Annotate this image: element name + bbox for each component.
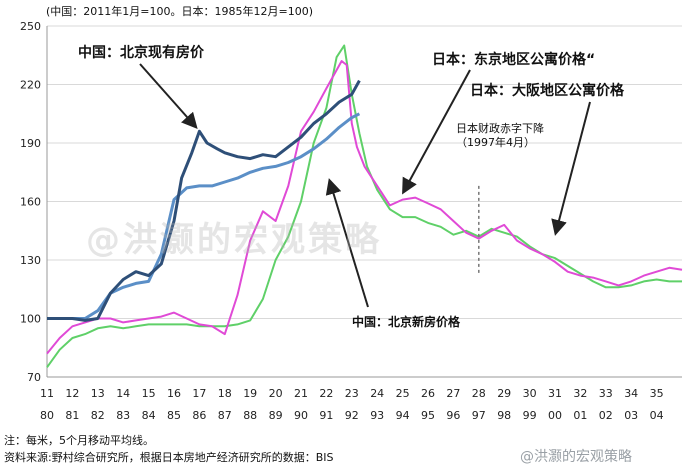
arrow-japan-tokyo bbox=[402, 69, 471, 195]
x-tick-label-bottom: 00 bbox=[548, 409, 562, 422]
x-tick-label-bottom: 89 bbox=[269, 409, 283, 422]
y-tick-label: 70 bbox=[27, 371, 41, 384]
y-tick-label: 190 bbox=[20, 137, 41, 150]
x-tick-label-bottom: 90 bbox=[294, 409, 308, 422]
y-tick-label: 100 bbox=[20, 313, 41, 326]
series-lines bbox=[46, 44, 683, 368]
x-tick-label-top: 31 bbox=[548, 387, 562, 400]
watermark-corner: @洪灏的宏观策略 bbox=[520, 449, 632, 465]
annotation-arrows bbox=[139, 63, 591, 308]
x-tick-label-bottom: 86 bbox=[192, 409, 206, 422]
watermark-center: @洪灏的宏观策略 bbox=[86, 220, 382, 260]
x-tick-label-top: 22 bbox=[319, 387, 333, 400]
label-japan-osaka: 日本：大阪地区公寓价格 bbox=[470, 83, 624, 99]
unit-note: (中国：2011年1月=100。日本：1985年12月=100) bbox=[46, 5, 313, 18]
label-china-existing: 中国：北京现有房价 bbox=[78, 45, 204, 61]
x-tick-label-top: 20 bbox=[269, 387, 283, 400]
x-axis: 11 80 12 81 13 82 14 83 15 84 16 85 17 86 18 87 19 88 20 89… bbox=[40, 387, 664, 422]
footnote: 注：每米，5个月移动平均线。 bbox=[4, 434, 154, 447]
x-tick-label-bottom: 87 bbox=[218, 409, 232, 422]
x-tick-label-bottom: 98 bbox=[497, 409, 511, 422]
series-china-existing bbox=[47, 79, 361, 322]
source-note: 资料来源:野村综合研究所，根据日本房地产经济研究所的数据：BIS bbox=[4, 451, 334, 464]
x-tick-label-top: 29 bbox=[497, 387, 511, 400]
x-tick-label-top: 18 bbox=[218, 387, 232, 400]
x-tick-label-bottom: 81 bbox=[65, 409, 79, 422]
x-tick-label-top: 23 bbox=[345, 387, 359, 400]
x-tick-label-bottom: 02 bbox=[599, 409, 613, 422]
x-tick-label-bottom: 80 bbox=[40, 409, 54, 422]
x-tick-label-top: 21 bbox=[294, 387, 308, 400]
x-tick-label-top: 33 bbox=[599, 387, 613, 400]
x-tick-label-top: 26 bbox=[421, 387, 435, 400]
x-tick-label-top: 14 bbox=[116, 387, 130, 400]
series-japan-osaka bbox=[46, 44, 682, 368]
x-tick-label-bottom: 94 bbox=[396, 409, 410, 422]
x-tick-label-bottom: 95 bbox=[421, 409, 435, 422]
x-tick-label-top: 19 bbox=[243, 387, 257, 400]
x-tick-label-top: 13 bbox=[91, 387, 105, 400]
y-tick-label: 220 bbox=[20, 79, 41, 92]
x-tick-label-bottom: 04 bbox=[650, 409, 664, 422]
x-tick-label-bottom: 82 bbox=[91, 409, 105, 422]
x-tick-label-top: 35 bbox=[650, 387, 664, 400]
arrow-japan-osaka bbox=[551, 101, 591, 236]
label-china-new: 中国：北京新房价格 bbox=[352, 315, 461, 329]
x-tick-label-top: 30 bbox=[523, 387, 537, 400]
x-tick-label-top: 34 bbox=[624, 387, 638, 400]
x-tick-label-bottom: 01 bbox=[573, 409, 587, 422]
y-axis: 70 100 130 160 190 220 250 bbox=[20, 20, 41, 384]
y-tick-label: 160 bbox=[20, 196, 41, 209]
x-tick-label-top: 25 bbox=[396, 387, 410, 400]
series-japan-tokyo bbox=[46, 60, 683, 355]
arrow-china-new bbox=[325, 178, 369, 308]
label-fiscal-deficit: 日本财政赤字下降（1997年4月） bbox=[456, 122, 544, 149]
x-tick-label-top: 16 bbox=[167, 387, 181, 400]
y-tick-label: 130 bbox=[20, 254, 41, 267]
x-tick-label-bottom: 85 bbox=[167, 409, 181, 422]
x-tick-label-bottom: 91 bbox=[319, 409, 333, 422]
x-tick-label-bottom: 99 bbox=[523, 409, 537, 422]
label-japan-tokyo: 日本：东京地区公寓价格“ bbox=[432, 52, 596, 68]
x-tick-label-bottom: 92 bbox=[345, 409, 359, 422]
x-tick-label-top: 12 bbox=[65, 387, 79, 400]
grid bbox=[46, 25, 682, 378]
x-tick-label-bottom: 96 bbox=[446, 409, 460, 422]
x-tick-label-bottom: 88 bbox=[243, 409, 257, 422]
x-tick-label-bottom: 83 bbox=[116, 409, 130, 422]
arrow-china-existing bbox=[139, 63, 198, 129]
y-tick-label: 250 bbox=[20, 20, 41, 33]
x-tick-label-bottom: 03 bbox=[624, 409, 638, 422]
x-tick-label-bottom: 97 bbox=[472, 409, 486, 422]
x-tick-label-bottom: 84 bbox=[142, 409, 156, 422]
x-tick-label-top: 28 bbox=[472, 387, 486, 400]
x-tick-label-top: 17 bbox=[192, 387, 206, 400]
x-tick-label-top: 32 bbox=[573, 387, 587, 400]
x-tick-label-top: 11 bbox=[40, 387, 54, 400]
x-tick-label-top: 27 bbox=[446, 387, 460, 400]
x-tick-label-bottom: 93 bbox=[370, 409, 384, 422]
x-tick-label-top: 24 bbox=[370, 387, 384, 400]
x-tick-label-top: 15 bbox=[142, 387, 156, 400]
